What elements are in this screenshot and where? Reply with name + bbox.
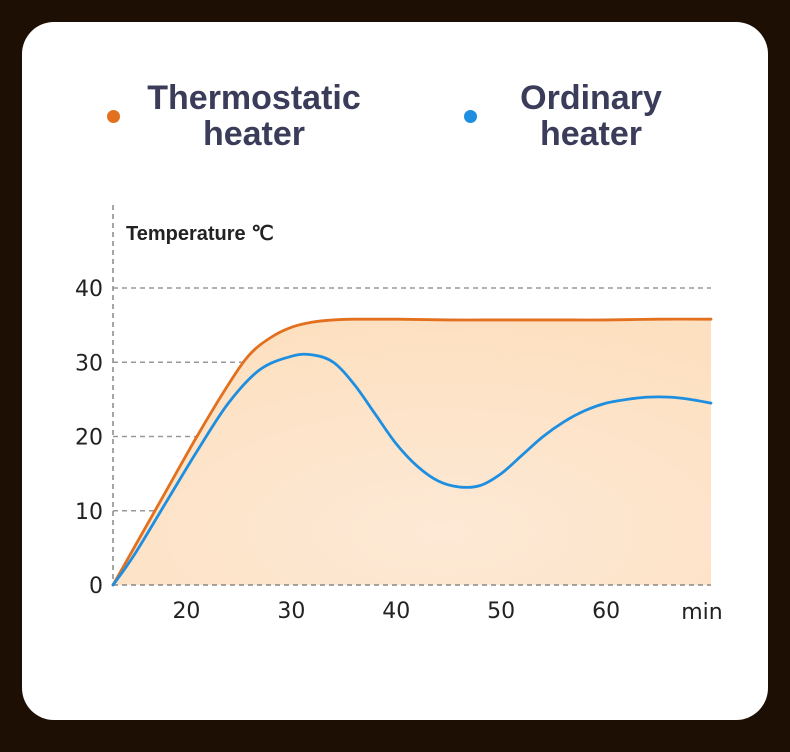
- fill-area: [113, 319, 711, 585]
- y-tick-label-0: 0: [89, 574, 103, 599]
- series-fill-0: [113, 319, 711, 585]
- series-line-ordinary: [111, 352, 713, 587]
- y-tick-label-20: 20: [75, 426, 103, 451]
- y-tick-label-10: 10: [75, 500, 103, 525]
- x-tick-label-20: 20: [172, 599, 200, 624]
- x-tick-label-50: 50: [487, 599, 515, 624]
- legend-item-ordinary: Ordinary heater: [464, 80, 691, 152]
- legend-label-ordinary-line1: Ordinary: [520, 79, 662, 117]
- y-tick-label-30: 30: [75, 351, 103, 376]
- legend-label-ordinary-line2: heater: [539, 115, 643, 153]
- tick-labels: 0 10 20 30 40 20 30 40 50 60 min Temperature ℃: [75, 223, 723, 625]
- y-tick-label-40: 40: [75, 277, 103, 302]
- x-axis-label: min: [681, 600, 723, 625]
- legend-label-thermostatic-line2: heater: [202, 115, 306, 153]
- legend-label-thermostatic-line1: Thermostatic: [147, 79, 361, 117]
- x-tick-label-30: 30: [277, 599, 305, 624]
- x-tick-label-40: 40: [382, 599, 410, 624]
- legend-marker-orange: [107, 109, 120, 123]
- legend-item-thermostatic: Thermostatic heater: [107, 80, 374, 152]
- x-tick-label-60: 60: [592, 599, 620, 624]
- legend-marker-blue: [464, 109, 477, 123]
- axes: [112, 205, 711, 586]
- series-line-thermostatic: [111, 317, 713, 587]
- series-lines: [111, 317, 713, 587]
- y-axis-label: Temperature ℃: [126, 223, 274, 245]
